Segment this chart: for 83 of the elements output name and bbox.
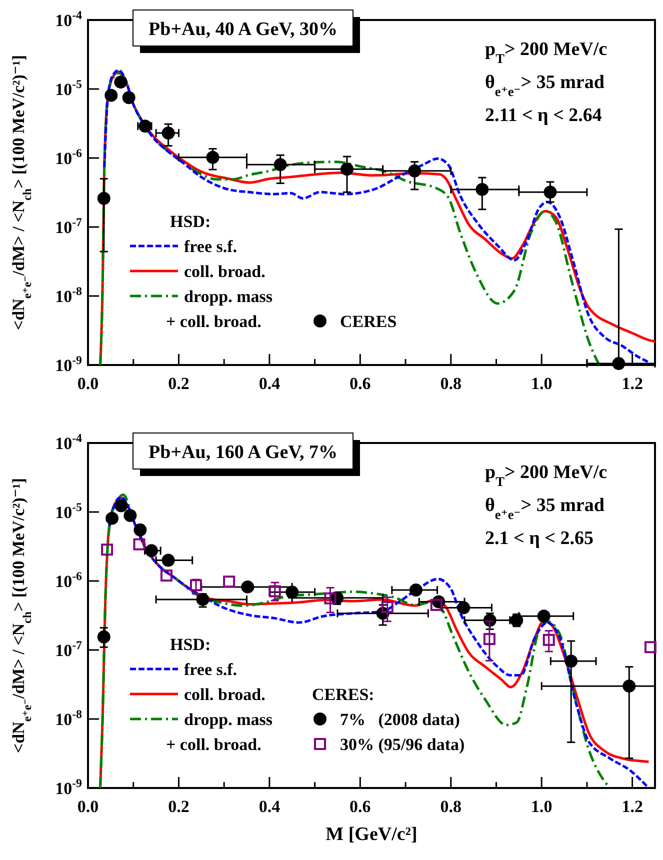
- x-tick-label: 1.2: [622, 797, 643, 816]
- x-tick-label: 0.2: [168, 374, 190, 393]
- x-tick-label: 0.8: [440, 797, 462, 816]
- x-tick-label: 1.0: [530, 797, 552, 816]
- point: [476, 182, 489, 196]
- point: [241, 580, 254, 594]
- legend-title: HSD:: [170, 635, 211, 654]
- point: [223, 576, 236, 588]
- point: [564, 654, 578, 668]
- point: [340, 162, 354, 176]
- y-tick-label: 10$^{-5}$: [55, 500, 82, 522]
- y-tick-label: 10$^{-6}$: [55, 569, 82, 591]
- annotation: p$_{T}$> 200 MeV/c: [485, 39, 608, 66]
- point: [409, 584, 422, 597]
- point: [145, 544, 158, 558]
- point: [408, 164, 422, 178]
- y-tick-label: 10$^{-7}$: [55, 638, 82, 660]
- annotation: 2.1 < η < 2.65: [485, 528, 594, 549]
- point: [162, 554, 175, 567]
- x-axis-title: M [GeV/c²]: [326, 824, 418, 845]
- legend-label: coll. broad.: [184, 685, 266, 704]
- point: [160, 570, 172, 582]
- annotation: p$_{T}$> 200 MeV/c: [485, 462, 608, 488]
- point: [104, 88, 118, 102]
- chart-title: Pb+Au, 160 A GeV, 7%: [148, 442, 338, 463]
- legend-label: coll. broad.: [184, 262, 266, 281]
- x-tick-label: 0.0: [77, 797, 99, 816]
- point: [124, 508, 137, 522]
- point: [97, 192, 110, 205]
- point: [544, 186, 557, 199]
- legend-label: free s.f.: [184, 237, 238, 256]
- legend-label: 7% (2008 data): [340, 710, 460, 729]
- y-tick-label: 10$^{-7}$: [55, 215, 82, 237]
- legend-label: dropp. mass + coll. broad.: [166, 287, 273, 331]
- y-tick-label: 10$^{-8}$: [55, 707, 82, 729]
- x-tick-label: 0.4: [258, 374, 281, 393]
- x-tick-label: 0.0: [77, 374, 99, 393]
- x-tick-label: 0.6: [350, 797, 371, 816]
- point: [324, 592, 336, 604]
- point: [537, 610, 550, 623]
- legend-label: 30% (95/96 data): [340, 735, 465, 754]
- chart-title: Pb+Au, 40 A GeV, 30%: [148, 19, 338, 40]
- x-tick-label: 1.2: [622, 374, 643, 393]
- point: [457, 601, 470, 614]
- point: [644, 641, 656, 654]
- point: [274, 158, 287, 172]
- point: [381, 600, 394, 613]
- x-tick-label: 0.8: [440, 374, 462, 393]
- legend-title: HSD:: [170, 212, 211, 231]
- x-tick-label: 0.6: [350, 374, 371, 393]
- point: [114, 499, 128, 512]
- x-tick-label: 0.4: [258, 797, 281, 816]
- point: [101, 544, 114, 556]
- legend-label: CERES: [340, 312, 397, 331]
- point: [122, 91, 136, 104]
- point: [286, 586, 299, 599]
- legend-label: free s.f.: [184, 660, 238, 679]
- point: [134, 523, 147, 536]
- annotation: θ$_{e⁺e⁻}$> 35 mrad: [485, 72, 605, 98]
- y-tick-label: 10$^{-8}$: [55, 284, 82, 306]
- legend-label: dropp. mass + coll. broad.: [166, 710, 273, 754]
- annotation: θ$_{e⁺e⁻}$> 35 mrad: [485, 495, 605, 522]
- annotation: 2.11 < η < 2.64: [485, 105, 602, 126]
- point: [483, 633, 496, 646]
- y-tick-label: 10$^{-5}$: [55, 77, 82, 99]
- point: [162, 126, 175, 140]
- point: [612, 357, 626, 370]
- y-tick-label: 10$^{-4}$: [55, 431, 82, 453]
- point: [106, 512, 119, 525]
- x-tick-label: 1.0: [530, 374, 552, 393]
- point: [268, 585, 281, 598]
- point: [542, 634, 555, 646]
- annotation: CERES:: [312, 685, 374, 704]
- point: [133, 538, 146, 550]
- y-tick-label: 10$^{-4}$: [55, 8, 82, 30]
- y-tick-label: 10$^{-9}$: [55, 353, 82, 375]
- x-tick-label: 0.2: [168, 797, 190, 816]
- y-tick-label: 10$^{-6}$: [55, 146, 82, 168]
- point: [206, 150, 220, 164]
- point: [430, 598, 442, 611]
- point: [114, 76, 128, 89]
- y-tick-label: 10$^{-9}$: [55, 776, 82, 798]
- point: [622, 680, 636, 693]
